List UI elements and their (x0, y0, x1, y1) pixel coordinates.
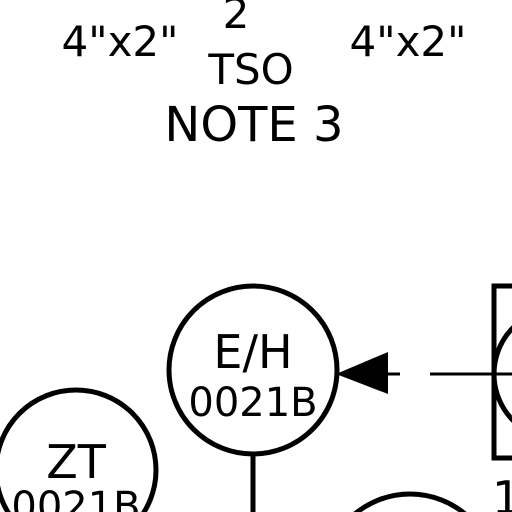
equipment-box (491, 283, 512, 461)
arrow-head-icon (336, 352, 388, 394)
line-number-label: 2 (223, 0, 250, 38)
equipment-circle (491, 325, 512, 423)
note-label: NOTE 3 (164, 97, 343, 153)
tso-label: TSO (207, 45, 293, 94)
partial-bubble-bottom (353, 491, 467, 512)
instrument-tag-eh: 0021B (188, 380, 317, 426)
instrument-tag-zt: 0021B (11, 484, 140, 512)
instrument-bubble-zt (0, 387, 159, 512)
pipe-size-right: 4"x2" (350, 17, 467, 66)
instrument-function-eh: E/H (213, 325, 292, 379)
edge-text-fragment: 1 (492, 471, 512, 512)
pipe-size-left: 4"x2" (62, 17, 179, 66)
instrument-function-zt: ZT (46, 435, 107, 489)
